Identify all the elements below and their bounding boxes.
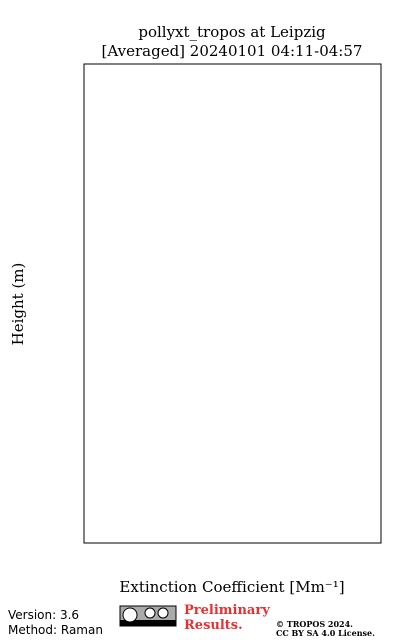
cc-badge — [119, 605, 177, 627]
y-axis-label: Height (m) — [9, 263, 27, 346]
version: Version: 3.6 — [8, 608, 79, 622]
license: CC BY SA 4.0 License. — [276, 628, 375, 638]
notice: Preliminary Results. — [184, 603, 274, 633]
chart-subtitle: [Averaged] 20240101 04:11-04:57 — [102, 42, 363, 60]
method: Method: Raman — [8, 623, 103, 637]
copyright: © TROPOS 2024. — [276, 619, 353, 629]
plot-frame — [83, 63, 382, 544]
x-axis-label: Extinction Coefficient [Mm⁻¹] — [119, 578, 344, 596]
chart-title: pollyxt_tropos at Leipzig — [138, 23, 326, 41]
